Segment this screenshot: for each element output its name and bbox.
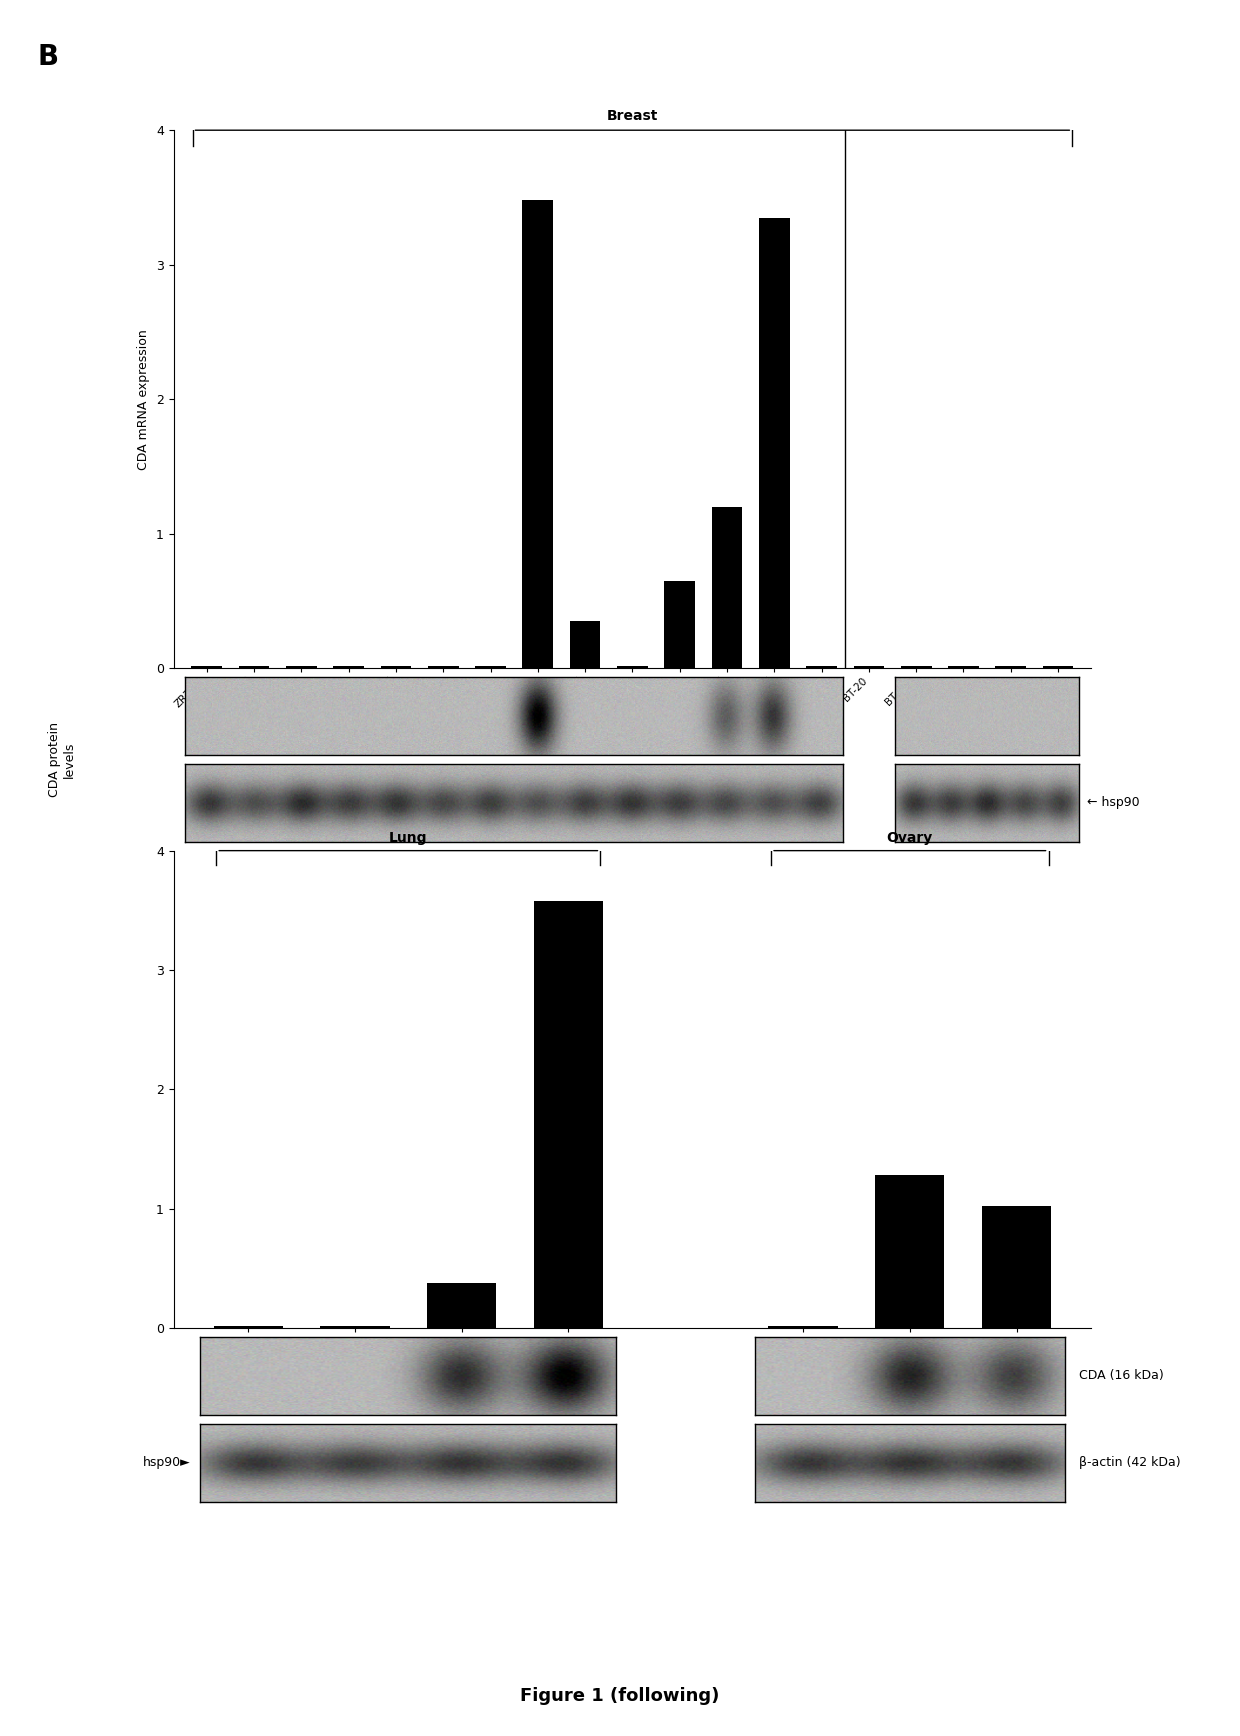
Text: CDA (16 kDa): CDA (16 kDa) bbox=[1079, 1370, 1164, 1382]
Text: B: B bbox=[37, 43, 58, 71]
Bar bbox=[996, 665, 1027, 668]
Text: CDA protein
levels: CDA protein levels bbox=[48, 722, 76, 797]
Bar bbox=[213, 1326, 283, 1328]
Text: Figure 1 (following): Figure 1 (following) bbox=[521, 1687, 719, 1705]
Bar bbox=[712, 507, 743, 668]
Bar bbox=[334, 665, 365, 668]
Text: hsp90►: hsp90► bbox=[143, 1457, 191, 1469]
Bar bbox=[320, 1326, 389, 1328]
Text: ← hsp90: ← hsp90 bbox=[1086, 797, 1140, 809]
Bar bbox=[806, 665, 837, 668]
Bar bbox=[475, 665, 506, 668]
Bar bbox=[618, 665, 647, 668]
Bar bbox=[191, 665, 222, 668]
Text: Breast: Breast bbox=[606, 109, 658, 123]
Bar bbox=[759, 217, 790, 668]
Bar bbox=[522, 200, 553, 668]
Bar bbox=[381, 665, 412, 668]
Bar bbox=[428, 665, 459, 668]
Bar bbox=[949, 665, 978, 668]
Text: Lung: Lung bbox=[389, 830, 428, 845]
Bar bbox=[769, 1326, 838, 1328]
Y-axis label: CDA mRNA expression: CDA mRNA expression bbox=[138, 328, 150, 470]
Bar bbox=[875, 1175, 945, 1328]
Text: β-actin (42 kDa): β-actin (42 kDa) bbox=[1079, 1457, 1180, 1469]
Bar bbox=[853, 665, 884, 668]
Bar bbox=[238, 665, 269, 668]
Bar bbox=[1043, 665, 1074, 668]
Bar bbox=[286, 665, 316, 668]
Bar bbox=[665, 582, 696, 668]
Bar bbox=[533, 901, 603, 1328]
Bar bbox=[982, 1207, 1052, 1328]
Text: Ovary: Ovary bbox=[887, 830, 932, 845]
Bar bbox=[427, 1283, 496, 1328]
Bar bbox=[569, 621, 600, 668]
Bar bbox=[900, 665, 931, 668]
